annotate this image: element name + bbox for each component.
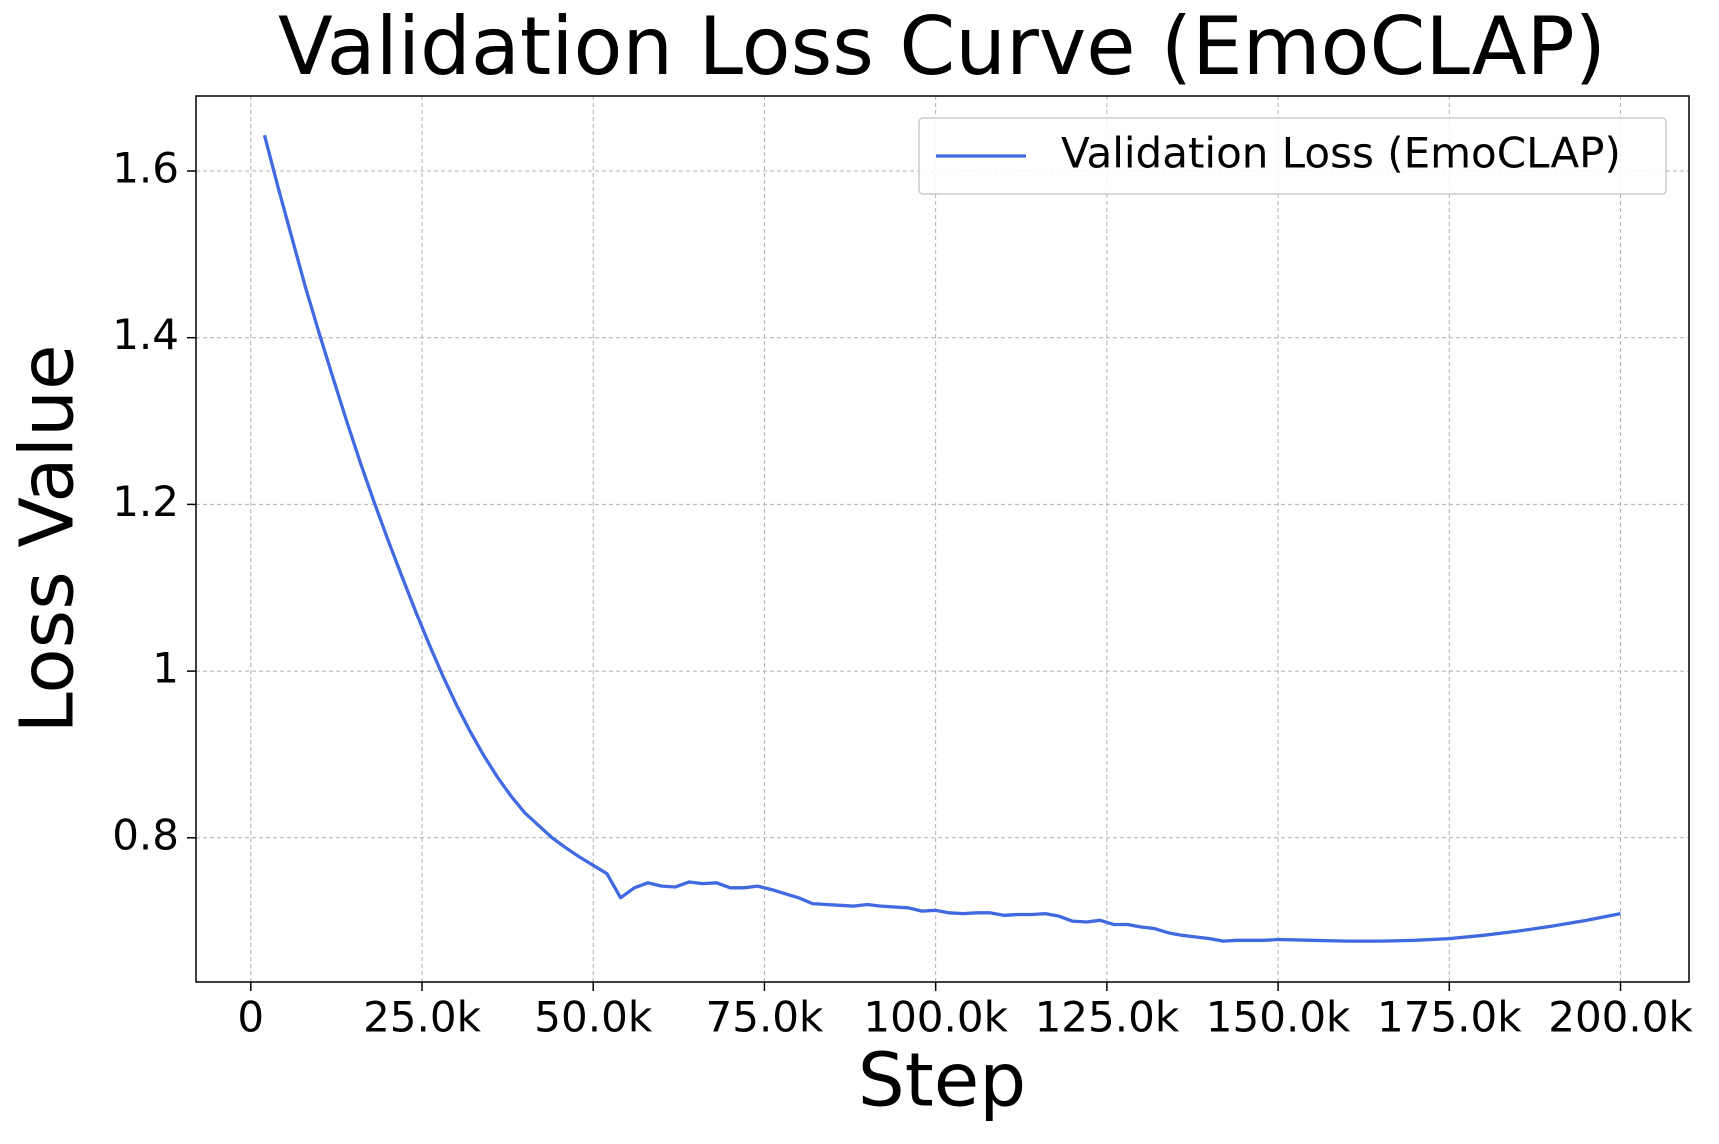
x-tick-label: 0 — [237, 993, 264, 1042]
x-tick-label: 25.0k — [363, 993, 482, 1042]
x-axis-label: Step — [858, 1038, 1027, 1124]
y-tick-label: 0.8 — [112, 810, 179, 859]
x-tick-label: 175.0k — [1377, 993, 1522, 1042]
x-tick-label: 75.0k — [706, 993, 825, 1042]
y-tick-label: 1.6 — [112, 144, 179, 193]
plot-frame — [195, 95, 1690, 983]
x-tick-label: 200.0k — [1548, 993, 1693, 1042]
chart-title: Validation Loss Curve (EmoCLAP) — [278, 0, 1606, 93]
legend-box — [918, 117, 1667, 195]
x-tick-label: 50.0k — [534, 993, 653, 1042]
y-axis-label: Loss Value — [5, 344, 91, 733]
y-tick-label: 1.4 — [112, 310, 179, 359]
data-line — [262, 134, 1621, 943]
legend-label: Validation Loss (EmoCLAP) — [1061, 129, 1621, 178]
y-tick-label: 1 — [152, 644, 179, 693]
y-tick-label: 1.2 — [112, 477, 179, 526]
x-tick-label: 150.0k — [1206, 993, 1351, 1042]
x-tick-label: 125.0k — [1035, 993, 1180, 1042]
x-tick-label: 100.0k — [863, 993, 1008, 1042]
